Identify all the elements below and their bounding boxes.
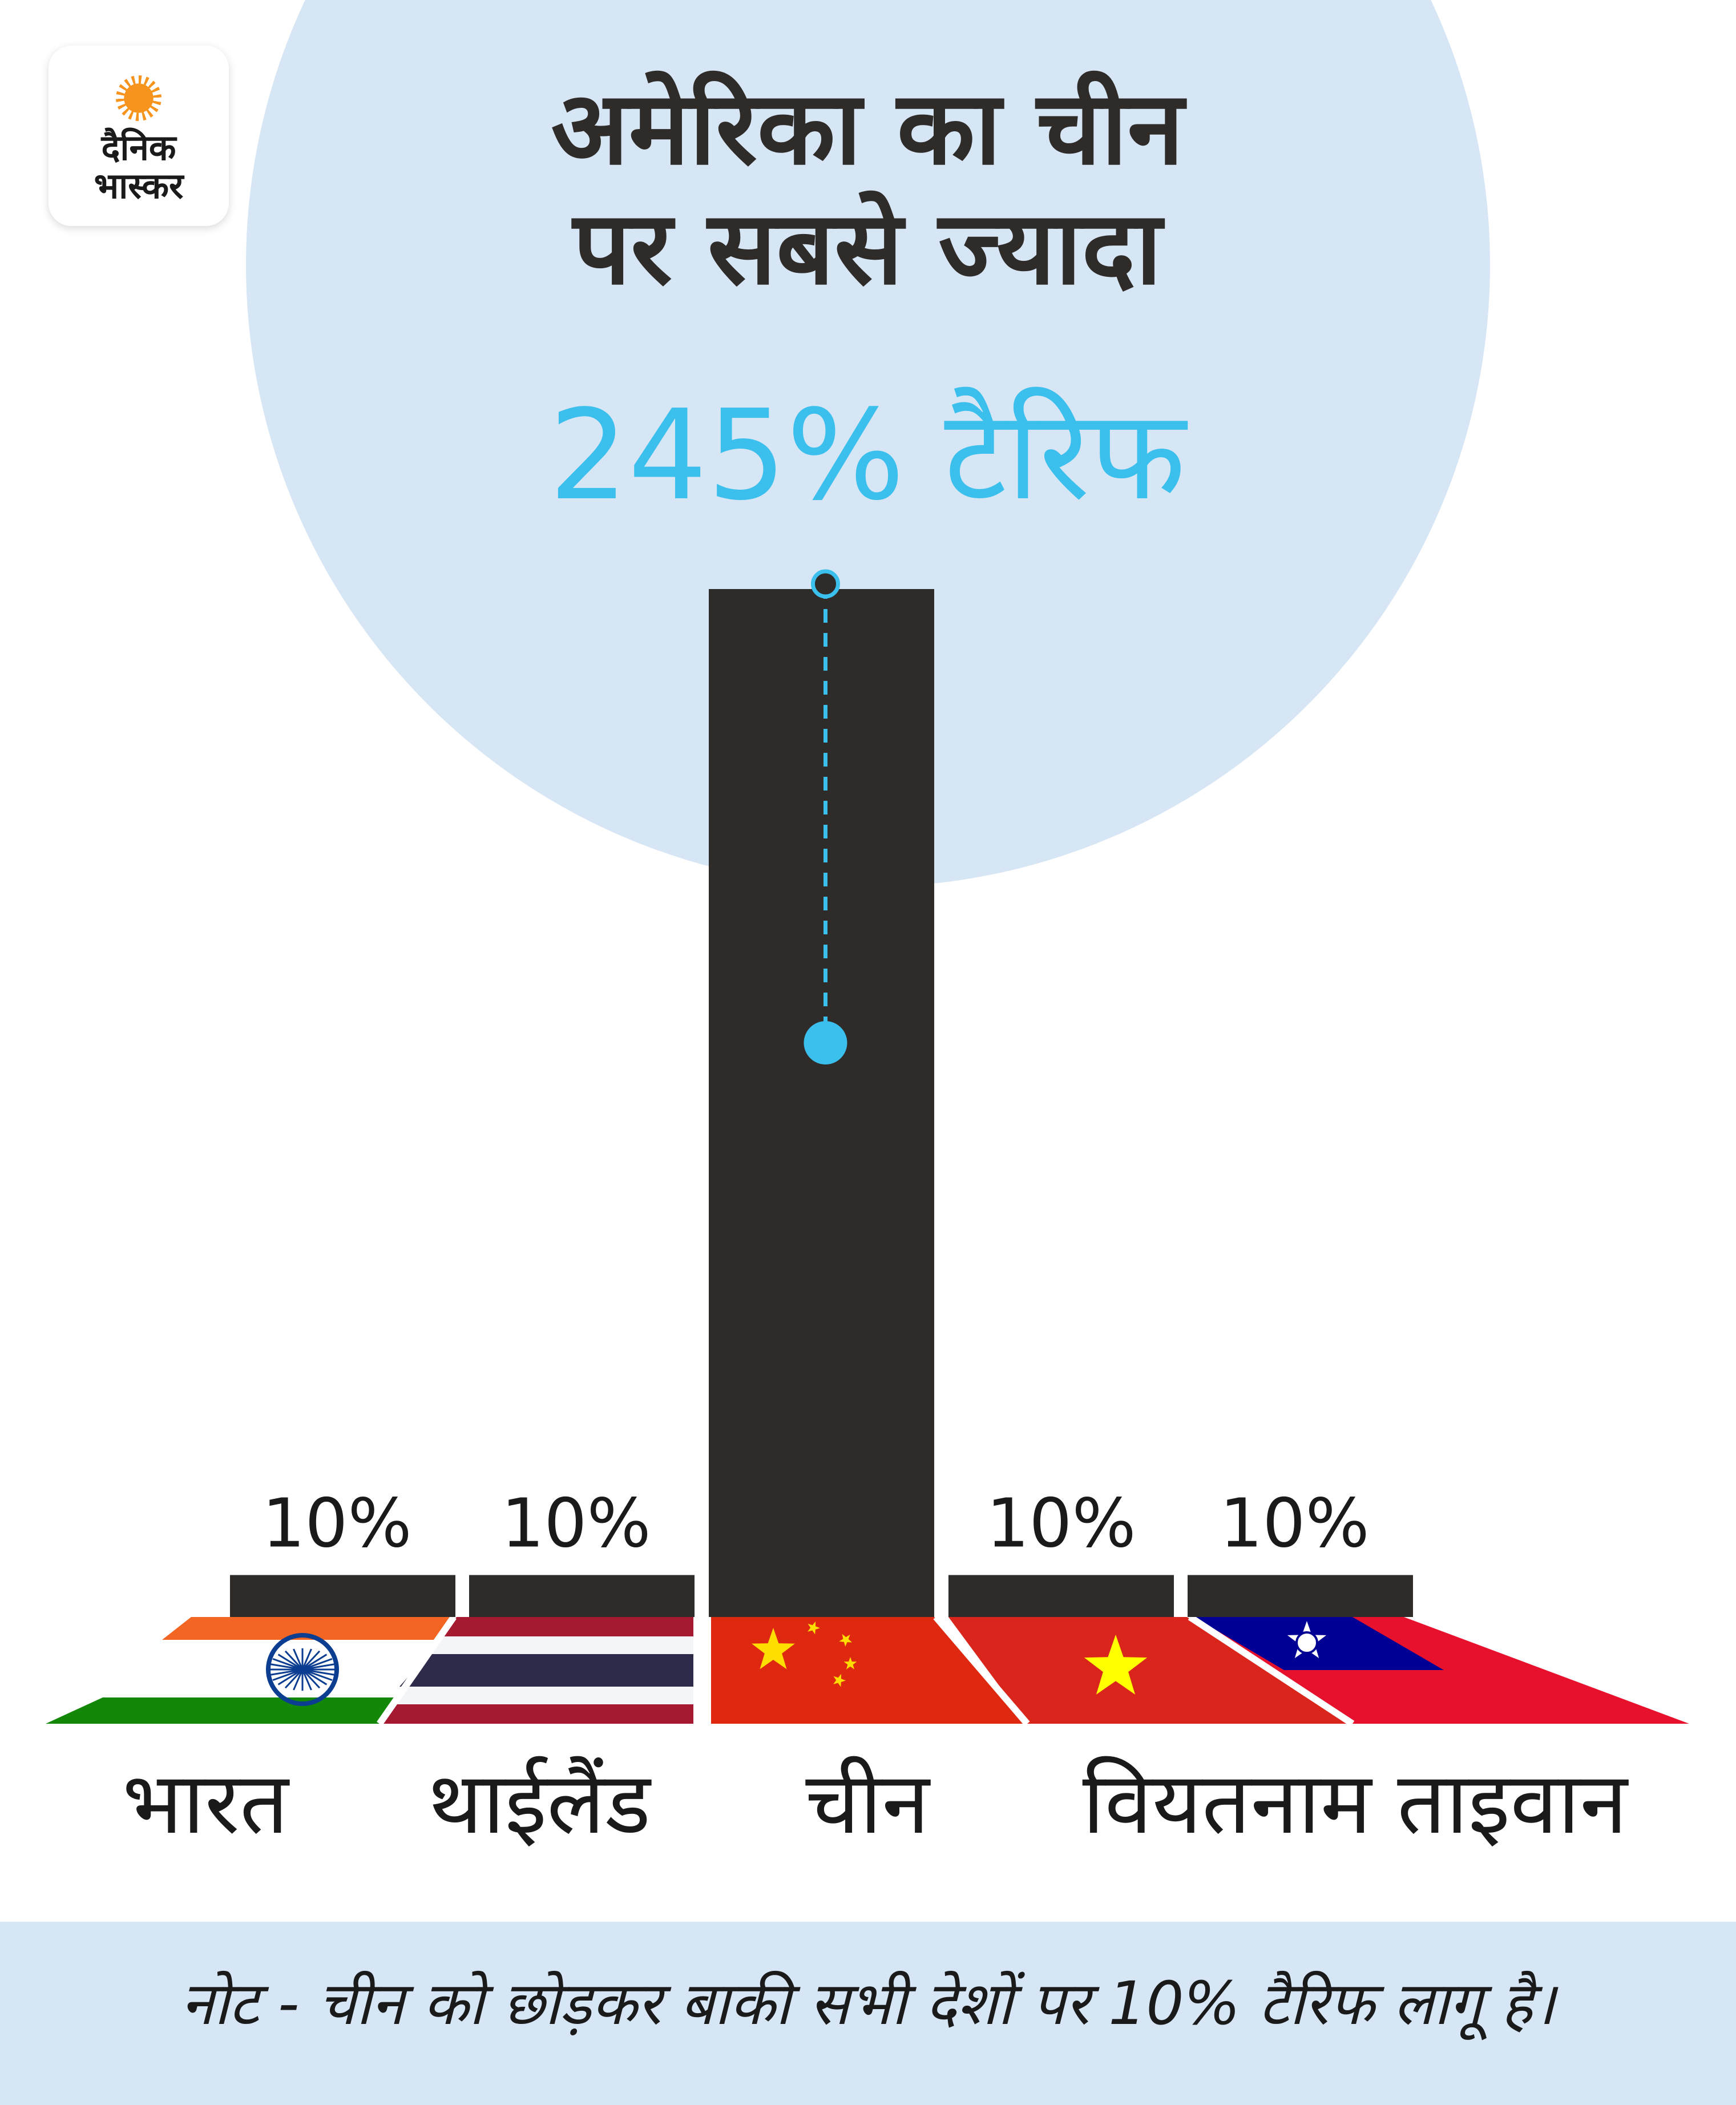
bar-2 — [709, 589, 934, 1617]
country-label-3: वियतनाम — [1082, 1754, 1372, 1853]
title-line-2: पर सबसे ज्यादा — [573, 189, 1162, 308]
ashoka-chakra-icon — [266, 1633, 339, 1706]
flag-separator — [1188, 1614, 1355, 1727]
taiwan-flag-canton — [1194, 1617, 1444, 1670]
highlight-connector-dot — [804, 1021, 847, 1064]
india-flag-saffron — [162, 1617, 454, 1640]
bar-4 — [1188, 1575, 1413, 1617]
country-label-0: भारत — [122, 1754, 289, 1853]
thailand-flag-blue — [399, 1654, 693, 1687]
value-label-4: 10% — [1220, 1483, 1369, 1562]
thailand-flag-white-bottom — [394, 1687, 693, 1704]
title-line-1: अमेरिका का चीन — [551, 69, 1184, 187]
sun-icon — [116, 75, 162, 121]
vietnam-star-icon — [1084, 1635, 1148, 1695]
china-big-star-icon — [752, 1628, 795, 1670]
flag-separator — [933, 1615, 1030, 1726]
india-flag-green — [46, 1697, 454, 1724]
note-band — [0, 1922, 1736, 2105]
bar-3 — [948, 1575, 1174, 1617]
china-small-star-icon — [833, 1673, 846, 1687]
taiwan-sun-disc — [1295, 1631, 1318, 1654]
china-small-star-icon — [843, 1657, 857, 1670]
value-label-3: 10% — [986, 1483, 1136, 1562]
page-title: अमेरिका का चीन पर सबसे ज्यादा — [371, 68, 1364, 308]
flag-separator — [377, 1615, 457, 1726]
bar-0 — [230, 1575, 455, 1617]
china-small-star-icon — [839, 1634, 853, 1647]
country-label-1: थाईलैंड — [427, 1754, 651, 1853]
country-label-4: ताइवान — [1397, 1754, 1628, 1853]
bar-1 — [469, 1575, 695, 1617]
brand-line-1: दैनिक — [101, 127, 176, 168]
brand-line-2: भास्कर — [94, 165, 184, 207]
vietnam-flag — [948, 1617, 1353, 1724]
country-label-2: चीन — [805, 1754, 930, 1853]
highlight-connector-top — [811, 569, 840, 599]
value-label-1: 10% — [501, 1483, 651, 1562]
value-label-0: 10% — [262, 1483, 411, 1562]
footnote: नोट - चीन को छोड़कर बाकी सभी देशों पर 10… — [180, 1969, 1556, 2038]
title-highlight: 245% टैरिफ — [548, 384, 1186, 528]
brand-logo: दैनिक भास्कर — [49, 46, 229, 226]
china-small-star-icon — [808, 1621, 820, 1635]
thailand-flag-white-top — [428, 1636, 693, 1654]
